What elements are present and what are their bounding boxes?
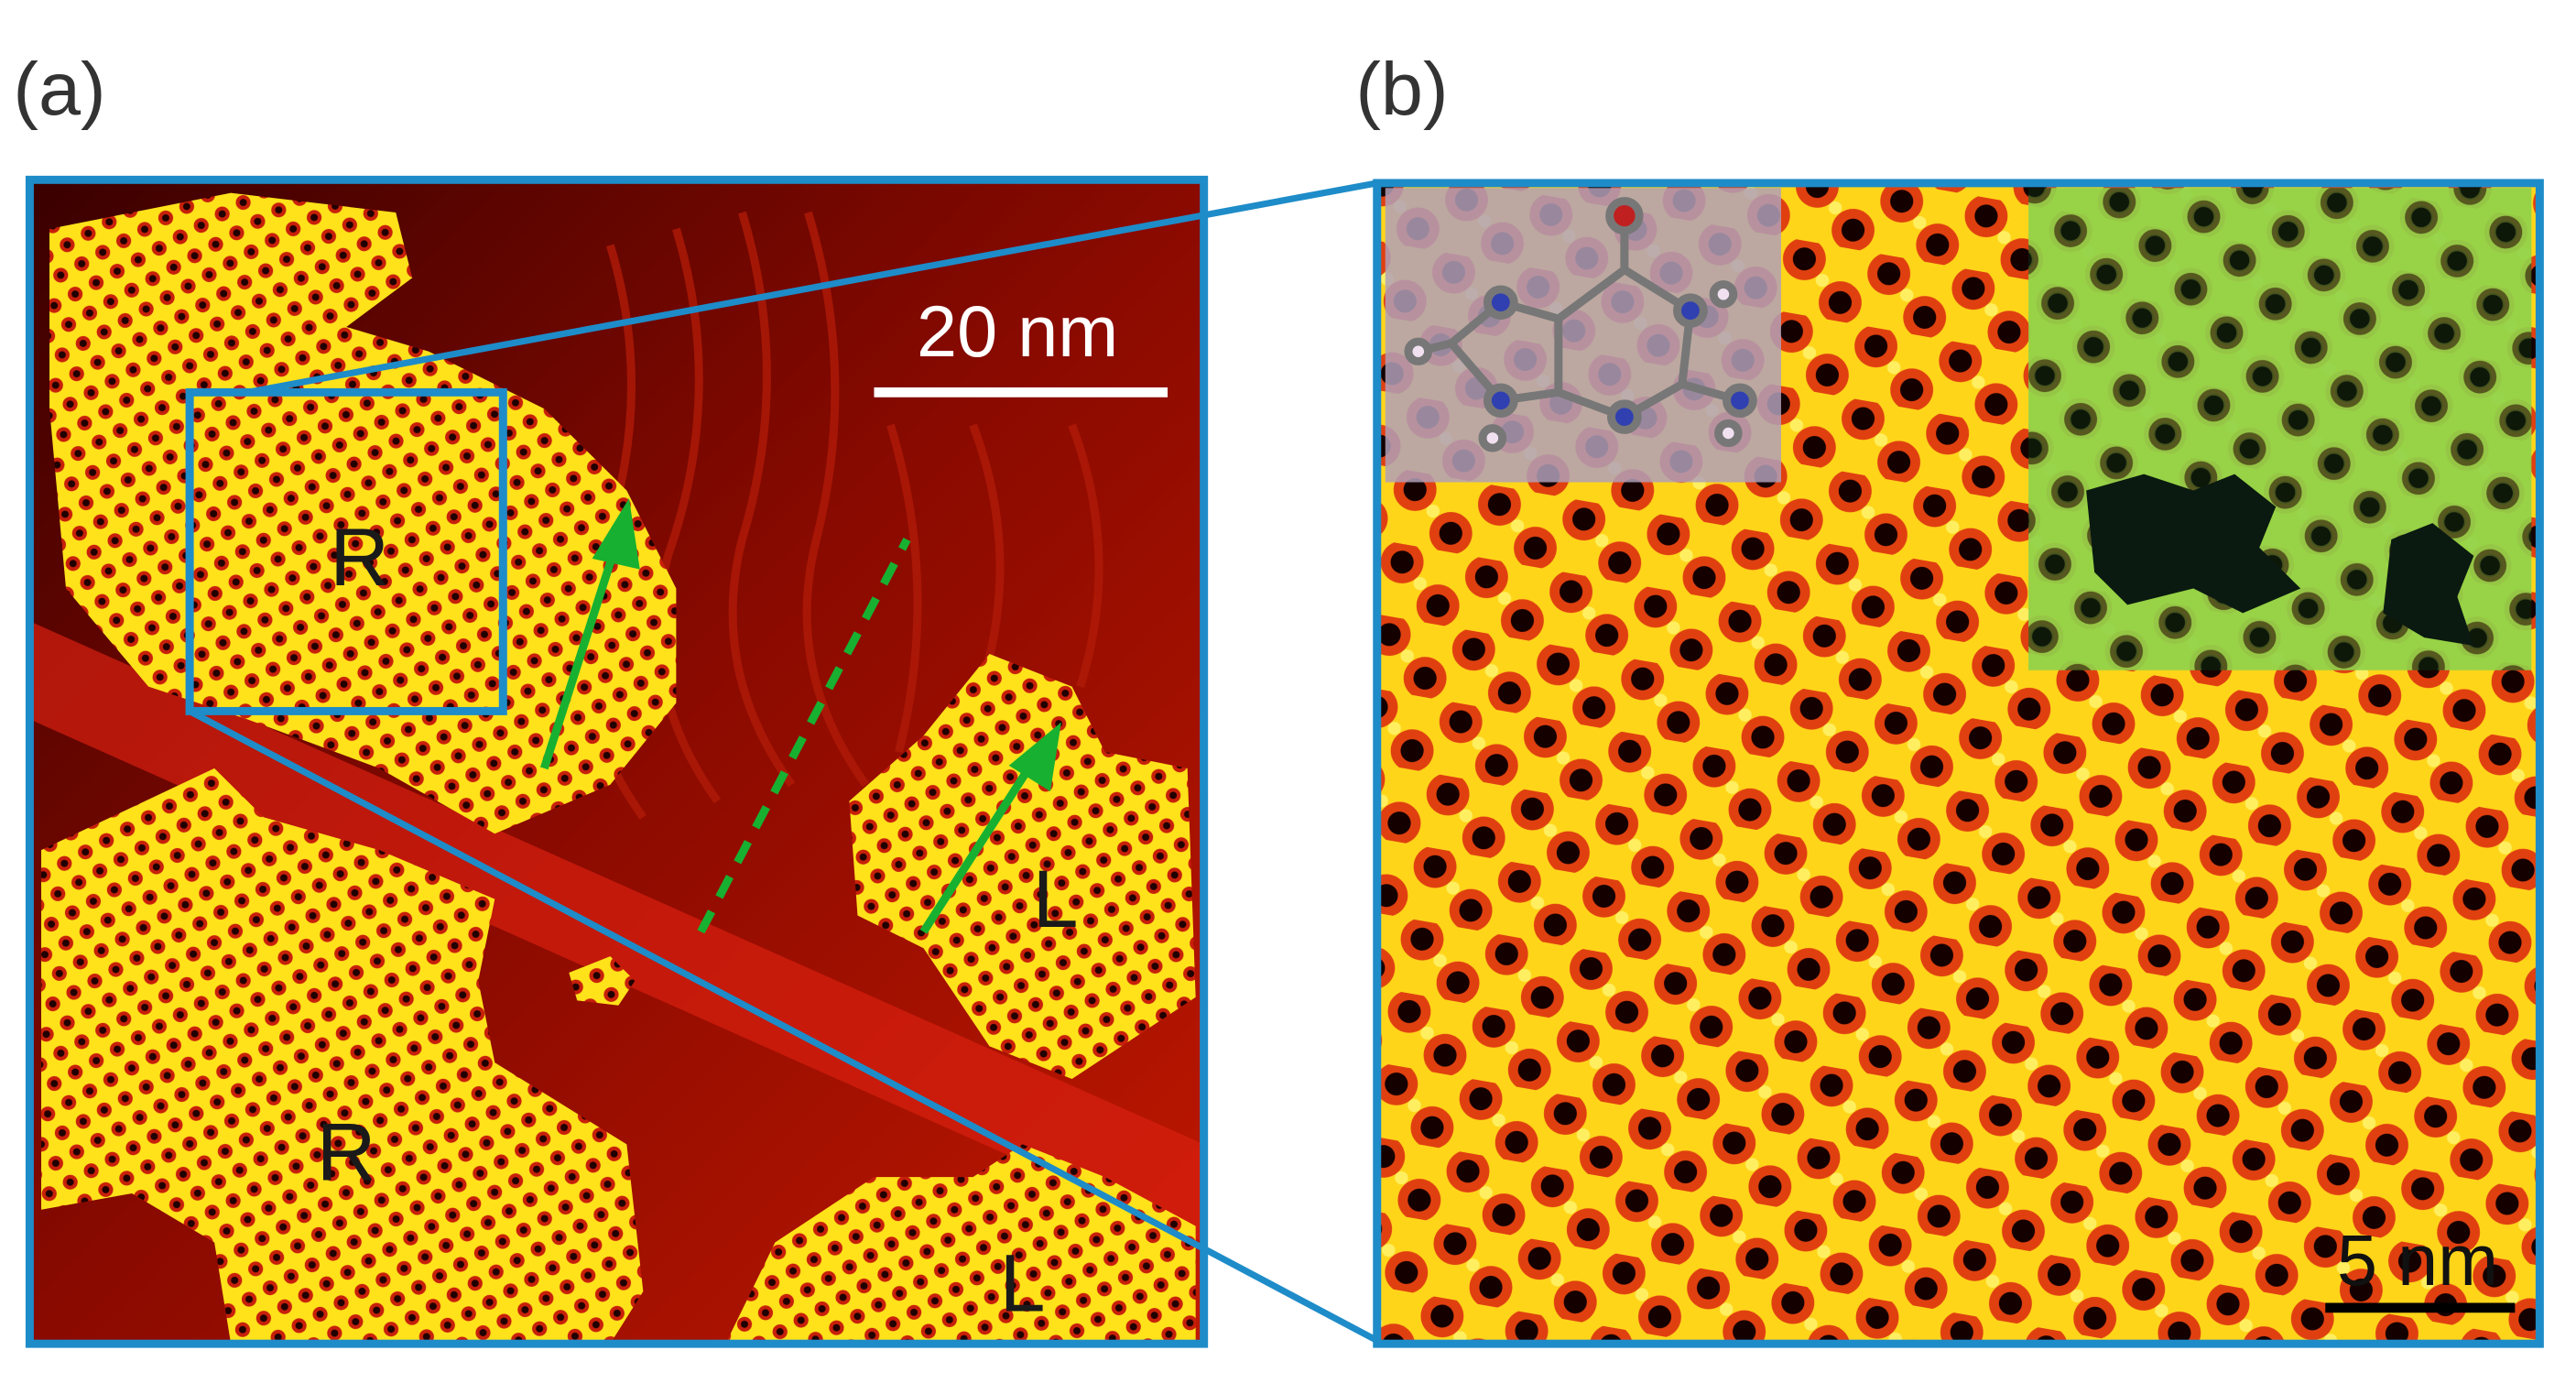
domain-label: R xyxy=(330,511,389,603)
domain xyxy=(849,653,1196,1080)
zoom-line xyxy=(188,708,1379,1344)
panel-label: (a) xyxy=(13,47,105,131)
domain xyxy=(569,956,636,1006)
panel-border xyxy=(1373,179,2544,1348)
zoom-line xyxy=(246,180,1378,396)
vacancy xyxy=(2383,523,2474,647)
panel-b: 5 nm xyxy=(1373,179,2544,1348)
arrows xyxy=(540,498,1061,934)
vacancy xyxy=(2086,474,2301,614)
panel-label: (b) xyxy=(1355,47,1448,131)
domain-label: L xyxy=(1033,853,1079,944)
scale-bar-label: 5 nm xyxy=(2337,1220,2498,1301)
panel-a: R R L L 20 nm xyxy=(25,175,1209,1348)
molecule xyxy=(1404,197,1757,452)
domain-label: R xyxy=(317,1106,376,1198)
zoom-box xyxy=(185,387,507,715)
domain-label: L xyxy=(1000,1237,1046,1329)
panel-border xyxy=(25,175,1209,1348)
domain xyxy=(725,1144,1196,1345)
domain xyxy=(49,192,677,834)
scale-bar-label: 20 nm xyxy=(917,291,1118,372)
terrace-band xyxy=(29,621,1204,1243)
domain xyxy=(41,768,644,1345)
